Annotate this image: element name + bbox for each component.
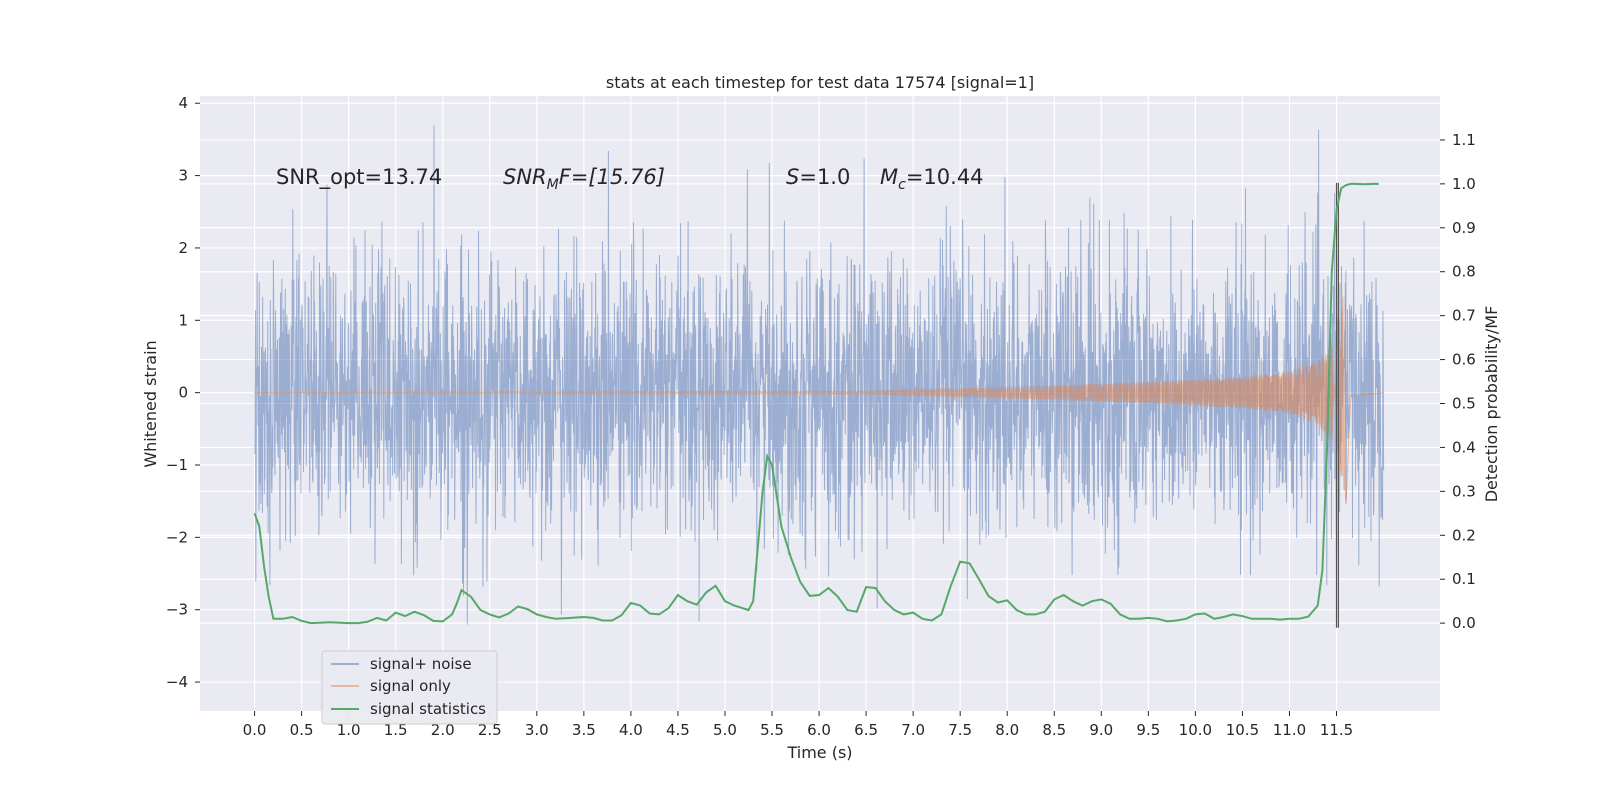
y-left-tick-label-7: −3 [166,601,188,619]
line-signal-only [254,296,1384,505]
y-axis-right-ticks: 1.1 1.0 0.9 0.8 0.7 0.6 0.5 0.4 0.3 0.2 0.1 0.0 [1440,131,1476,632]
y-right-tick-label-2: 0.9 [1452,219,1476,237]
mc-variable: M [880,165,898,189]
x-tick-label-2: 1.0 [337,721,361,739]
y-right-tick-label-1: 1.0 [1452,175,1476,193]
x-axis-label: Time (s) [786,743,852,762]
y-right-tick-label-3: 0.8 [1452,263,1476,281]
snr-mf-tail: F=[15.76] [559,165,665,189]
y-right-tick-label-0: 1.1 [1452,131,1476,149]
series-signal-only [254,296,1384,505]
x-tick-label-10: 5.0 [713,721,737,739]
snr-mf-subscript: M [547,177,559,193]
snr-mf-base: SNR [503,165,547,189]
y-right-tick-label-9: 0.2 [1452,526,1476,544]
y-right-tick-label-5: 0.6 [1452,351,1476,369]
s-variable: S [786,165,799,189]
y-right-tick-label-8: 0.3 [1452,482,1476,500]
legend-box [321,650,498,725]
y-left-tick-label-6: −2 [166,528,188,546]
y-left-tick-label-1: 3 [178,167,188,185]
y-left-tick-label-5: −1 [166,456,188,474]
legend-label-signal-only: signal only [370,677,451,695]
x-tick-label-22: 11.0 [1273,721,1306,739]
x-tick-label-7: 3.5 [572,721,596,739]
y-left-tick-label-0: 4 [178,94,188,112]
mc-value: =10.44 [906,165,984,189]
grid [200,96,1440,711]
x-tick-label-20: 10.0 [1179,721,1212,739]
y-right-tick-label-4: 0.7 [1452,307,1476,325]
x-tick-label-21: 10.5 [1226,721,1259,739]
annotation-mc: Mc=10.44 [880,165,984,193]
x-tick-label-19: 9.5 [1136,721,1160,739]
x-tick-label-1: 0.5 [290,721,314,739]
x-tick-label-9: 4.5 [666,721,690,739]
y-left-tick-label-8: −4 [166,673,188,691]
s-value: =1.0 [799,165,850,189]
x-axis-ticks: 0.0 0.5 1.0 1.5 2.0 2.5 3.0 3.5 4.0 4.5 5.0 5.5 6.0 6… [243,711,1353,739]
y-axis-right-label: Detection probability/MF [1482,306,1501,503]
x-tick-label-5: 2.5 [478,721,502,739]
line-signal-statistics [253,182,1379,625]
y-axis-left-label: Whitened strain [141,340,160,467]
x-tick-label-6: 3.0 [525,721,549,739]
legend-label-signal-noise: signal+ noise [370,655,472,673]
y-left-tick-label-4: 0 [178,384,188,402]
x-tick-label-15: 7.5 [948,721,972,739]
x-tick-label-4: 2.0 [431,721,455,739]
x-tick-label-11: 5.5 [760,721,784,739]
y-right-tick-label-10: 0.1 [1452,570,1476,588]
x-tick-label-16: 8.0 [995,721,1019,739]
x-tick-label-23: 11.5 [1320,721,1353,739]
y-left-tick-label-2: 2 [178,239,188,257]
chart-title: stats at each timestep for test data 175… [606,73,1034,92]
y-right-tick-label-6: 0.5 [1452,395,1476,413]
series-signal-statistics [253,182,1379,625]
x-tick-label-12: 6.0 [807,721,831,739]
x-tick-label-14: 7.0 [901,721,925,739]
legend-label-signal-statistics: signal statistics [370,700,486,718]
x-tick-label-18: 9.0 [1089,721,1113,739]
vertical-markers [1335,182,1339,628]
y-left-tick-label-3: 1 [178,311,188,329]
legend: signal+ noise signal only signal statist… [321,650,498,725]
annotation-snr-mf: SNRMF=[15.76] [503,165,665,193]
x-tick-label-8: 4.0 [619,721,643,739]
y-axis-left-ticks: 4 3 2 1 0 −1 −2 −3 −4 [166,94,200,691]
x-tick-label-3: 1.5 [384,721,408,739]
annotation-s: S=1.0 [786,165,850,189]
y-right-tick-label-7: 0.4 [1452,438,1476,456]
y-right-tick-label-11: 0.0 [1452,614,1476,632]
x-tick-label-17: 8.5 [1042,721,1066,739]
annotation-snr-opt: SNR_opt=13.74 [276,165,442,190]
x-tick-label-0: 0.0 [243,721,267,739]
x-tick-label-13: 6.5 [854,721,878,739]
mc-subscript: c [898,177,906,193]
